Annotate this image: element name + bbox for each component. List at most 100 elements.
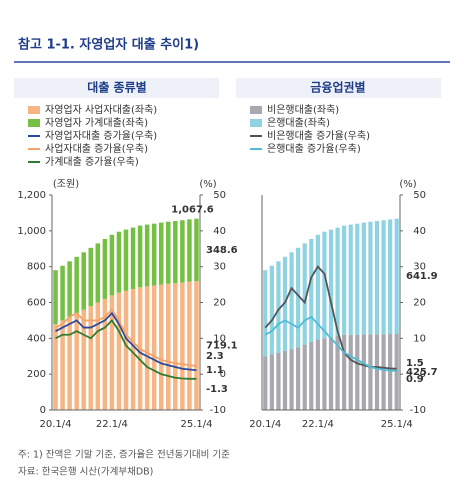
y-tick-label: 800 [27,262,46,273]
bar [123,290,129,410]
bar [67,261,72,317]
bar [302,344,307,410]
bar [276,352,281,410]
bar [282,350,288,410]
bar [322,338,327,410]
bar [88,247,94,307]
end-label: 348.6 [206,245,238,256]
source: 자료: 한국은행 시산(가계부채DB) [18,466,153,478]
y2-tick-label: 10 [213,333,226,344]
bar [187,219,192,282]
bar [60,320,65,410]
legend-swatch [28,106,40,114]
y2-tick-label: 30 [413,262,426,273]
annotation: 1,067.6 [171,205,213,216]
y2-tick-label: 10 [413,333,426,344]
bar [328,337,334,410]
y-tick-label: 200 [27,369,46,380]
bar [109,234,115,296]
end-label: 2.3 [206,351,224,362]
bar [194,218,199,282]
end-label: 0.9 [406,374,424,385]
bar [368,334,373,410]
footnote: 주: 1) 잔액은 기말 기준, 증가율은 전년동기대비 기준 [18,449,230,461]
bar [381,334,386,410]
legend-swatch [250,119,262,127]
bar [187,281,192,410]
bar [81,309,86,410]
line [264,265,397,370]
bar [109,295,115,410]
panel-header-bg [14,78,219,98]
bar [394,218,399,334]
end-label: 1.5 [406,358,424,369]
end-label: 719.1 [206,341,238,352]
bar [102,298,108,410]
y2-axis-label: (%) [199,179,216,190]
bar [263,356,268,410]
bar [302,243,307,345]
panel-title: 금융업권별 [310,80,365,95]
bar [269,265,274,355]
bar [53,324,58,410]
bar [296,247,301,348]
panel-header-bg [236,78,441,98]
y-tick-label: 1,000 [17,226,46,237]
bar [144,286,150,410]
end-label: 641.9 [406,271,438,282]
bar [95,302,101,410]
bar [67,316,72,410]
bar [74,313,79,410]
y2-tick-label: -10 [210,405,226,416]
bar [342,225,347,335]
legend-label: 자영업자대출 증가율(우축) [45,129,157,142]
x-tick-label: 22.1/4 [302,419,334,430]
legend-label: 사업자대출 증가율(우축) [45,142,148,155]
bar [289,349,294,410]
bar [173,283,178,410]
bar [309,341,314,410]
bar [166,221,171,284]
bar [381,220,386,335]
bar [361,334,366,410]
bar [368,221,373,335]
bar [166,283,171,410]
x-tick-label: 22.1/4 [96,419,128,430]
y2-tick-label: 0 [420,369,426,380]
bar [180,220,185,283]
bar [335,227,340,337]
y-tick-label: 400 [27,333,46,344]
y2-tick-label: 50 [213,190,226,201]
legend-label: 은행대출 증가율(우축) [267,143,361,155]
bar [130,227,136,290]
bar [388,334,393,410]
legend-swatch [250,106,262,114]
bar [151,285,157,410]
bar [388,219,393,335]
bar [355,223,360,335]
bar [296,347,301,410]
bar [374,220,380,335]
y-tick-label: 600 [27,298,46,309]
bar [361,222,366,335]
bar [309,238,314,342]
end-label: 425.7 [406,367,438,378]
bar [355,334,360,410]
bar [394,333,399,410]
y2-tick-label: 50 [413,190,426,201]
x-tick-label: 25.1/4 [381,419,413,430]
bar [374,334,380,410]
bar [60,265,65,321]
bar [74,256,79,314]
bar [88,306,94,410]
bar [95,243,101,303]
y2-tick-label: -10 [410,405,426,416]
y-tick-label: 1,200 [17,190,46,201]
bar [263,270,268,357]
end-label: 1.1 [206,365,224,376]
bar [335,336,340,410]
bar [348,224,353,335]
bar [315,339,320,410]
bar [53,270,58,324]
